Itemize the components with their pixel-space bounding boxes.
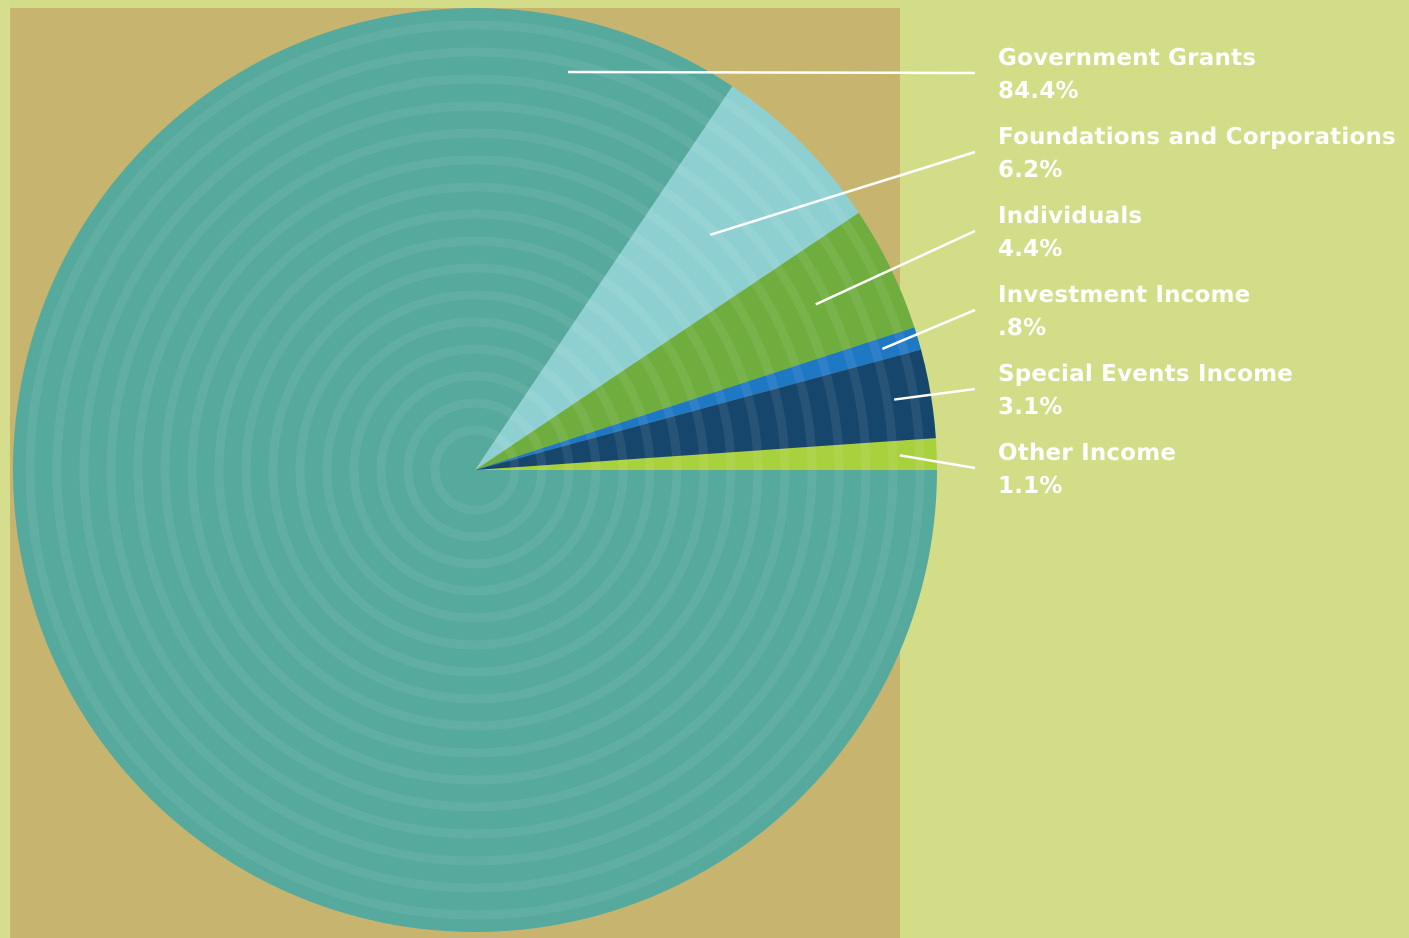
texture-ring: [241, 236, 709, 704]
slice-label-value: 6.2%: [998, 157, 1063, 183]
texture-ring: [106, 101, 844, 839]
texture-ring: [187, 182, 763, 758]
slice-label: Other Income 1.1%: [998, 437, 1176, 503]
texture-ring: [160, 155, 790, 785]
texture-ring: [430, 425, 520, 515]
texture-ring: [52, 47, 898, 893]
texture-ring: [133, 128, 817, 812]
texture-ring: [214, 209, 736, 731]
texture-ring: [268, 263, 682, 677]
slice-label-value: 3.1%: [998, 394, 1063, 420]
slice-label: Foundations and Corporations 6.2%: [998, 121, 1396, 187]
leader-line: [815, 229, 976, 306]
background-edge: [0, 0, 10, 938]
slice-label-value: 4.4%: [998, 236, 1063, 262]
slice-label-name: Other Income: [998, 440, 1177, 466]
slice-label: Individuals 4.4%: [998, 200, 1142, 266]
ring-texture: [25, 20, 925, 920]
slice-label-value: 1.1%: [998, 473, 1063, 499]
slice-label-name: Foundations and Corporations: [998, 124, 1396, 150]
leader-line: [899, 454, 976, 470]
pie-slice-other-income: [475, 438, 937, 470]
texture-ring: [403, 398, 547, 542]
texture-ring: [25, 20, 925, 920]
leader-line: [881, 308, 976, 351]
texture-ring: [322, 317, 628, 623]
pie-slice-investment-income: [475, 327, 922, 470]
slice-label-value: 84.4%: [998, 78, 1079, 104]
pie-slice-special-events-income: [475, 349, 936, 470]
pie-slice-individuals: [475, 212, 915, 471]
texture-ring: [295, 290, 655, 650]
leader-line: [567, 70, 976, 75]
slice-label: Government Grants 84.4%: [998, 42, 1256, 108]
slice-label-name: Special Events Income: [998, 361, 1294, 387]
pie-slice-foundations-and-corporations: [475, 86, 859, 470]
leader-line: [709, 150, 976, 236]
slice-label-value: .8%: [998, 315, 1047, 341]
slice-label-name: Individuals: [998, 203, 1143, 229]
leader-line: [893, 387, 976, 401]
texture-ring: [349, 344, 601, 596]
pie-slice-government-grants: [13, 8, 938, 933]
texture-ring: [376, 371, 574, 569]
slice-label-name: Government Grants: [998, 45, 1257, 71]
slice-label-name: Investment Income: [998, 282, 1251, 308]
slice-label: Special Events Income 3.1%: [998, 358, 1293, 424]
slice-label: Investment Income .8%: [998, 279, 1250, 345]
texture-ring: [79, 74, 871, 866]
